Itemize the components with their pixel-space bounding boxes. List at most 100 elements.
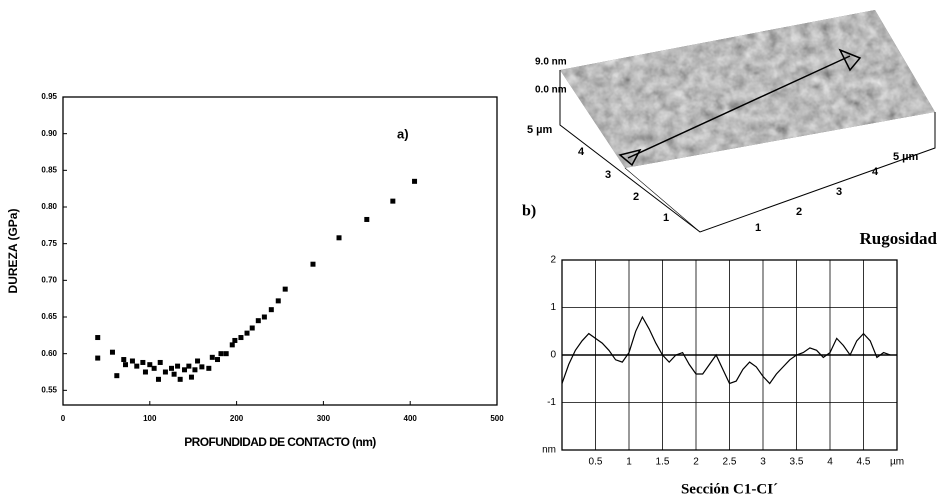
y-tick-label: 0: [550, 350, 556, 361]
point: [157, 359, 163, 365]
y-label: 1: [663, 212, 669, 224]
afm-title: Rugosidad: [860, 229, 938, 248]
y-tick-label: 0.85: [41, 165, 57, 174]
x-label: 4: [872, 166, 879, 178]
point: [232, 337, 238, 343]
x-tick-label: 400: [404, 414, 418, 423]
z-label: 0.0 nm: [535, 85, 567, 96]
x-label: 2: [796, 206, 802, 218]
x-tick-label: 0.5: [589, 457, 603, 468]
x-tick-label: 2.5: [723, 457, 737, 468]
point: [310, 261, 316, 267]
point: [261, 314, 267, 320]
y-tick-label: 2: [550, 255, 556, 266]
y-tick-label: 0.70: [41, 275, 57, 284]
x-tick-label: 4.5: [857, 457, 871, 468]
afm-image: 9.0 nm 0.0 nm 5 µm 4 3 2 1 1 2 3 4 5 µm …: [522, 10, 938, 248]
point: [129, 358, 135, 364]
x-label: 3: [836, 186, 842, 198]
afm-texture: [560, 10, 935, 168]
x-tick-label: 3.5: [790, 457, 804, 468]
point: [206, 365, 212, 371]
y-tick-label: 0.75: [41, 239, 57, 248]
x-tick-label: 0: [61, 414, 66, 423]
point: [244, 330, 250, 336]
point: [223, 351, 229, 357]
y-axis-title: DUREZA (GPa): [6, 209, 20, 294]
point: [218, 351, 224, 357]
point: [186, 363, 192, 369]
point: [275, 298, 281, 304]
point: [268, 307, 274, 313]
point: [255, 318, 261, 324]
point: [192, 367, 198, 373]
point: [249, 325, 255, 331]
point: [336, 235, 342, 241]
x-tick-label: µm: [890, 457, 904, 468]
point: [169, 365, 174, 371]
x-tick-label: 100: [143, 414, 157, 423]
y-tick-label: 0.60: [41, 349, 57, 358]
x-axis-title: PROFUNDIDAD DE CONTACTO (nm): [184, 435, 376, 449]
y-tick-label: -1: [547, 397, 556, 408]
point: [134, 363, 140, 369]
point: [95, 335, 101, 341]
point: [140, 359, 146, 365]
point: [147, 362, 153, 368]
point: [175, 363, 181, 369]
point: [121, 357, 127, 363]
y-tick-label: 0.65: [41, 312, 57, 321]
panel-label: b): [522, 203, 536, 220]
point: [109, 349, 115, 355]
y-tick-label: 1: [550, 302, 556, 313]
afm-edge: [624, 167, 701, 233]
point: [199, 364, 205, 370]
x-tick-label: 200: [230, 414, 244, 423]
point: [114, 373, 120, 379]
z-label: 9.0 nm: [535, 57, 567, 68]
section-marker: [618, 148, 642, 167]
x-tick-label: 300: [317, 414, 331, 423]
y-label: 5 µm: [527, 124, 553, 136]
section-line: [627, 55, 851, 159]
y-label: 2: [633, 191, 639, 203]
point: [122, 362, 128, 368]
section-marker: [838, 48, 862, 72]
y-tick-label: 0.80: [41, 202, 57, 211]
y-tick-label: nm: [542, 445, 556, 456]
point: [390, 198, 396, 204]
x-tick-label: 4: [827, 457, 833, 468]
x-label: 1: [755, 222, 761, 234]
point: [209, 354, 215, 360]
x-tick-label: 1: [626, 457, 632, 468]
y-tick-label: 0.95: [41, 92, 57, 101]
point: [195, 358, 201, 364]
point: [229, 342, 235, 348]
point: [95, 355, 101, 361]
x-tick-label: 500: [490, 414, 504, 423]
point: [171, 371, 177, 377]
point: [151, 365, 157, 371]
point: [142, 369, 148, 375]
point: [282, 286, 288, 292]
point: [364, 216, 370, 222]
chart-title: Sección C1-CI´: [681, 481, 778, 497]
point: [188, 374, 194, 380]
y-tick-label: 0.90: [41, 129, 57, 138]
x-tick-label: 1.5: [656, 457, 670, 468]
plot-frame: [62, 96, 498, 406]
y-label: 4: [578, 146, 585, 158]
point: [215, 357, 221, 363]
point: [412, 178, 418, 184]
profile-line: [561, 315, 891, 385]
point: [182, 367, 188, 373]
point: [177, 376, 183, 382]
point: [238, 335, 244, 341]
y-label: 3: [605, 169, 611, 181]
point: [155, 376, 161, 382]
x-tick-label: 3: [760, 457, 766, 468]
x-label: 5 µm: [893, 151, 919, 163]
point: [162, 369, 168, 375]
annotation: a): [397, 126, 409, 141]
